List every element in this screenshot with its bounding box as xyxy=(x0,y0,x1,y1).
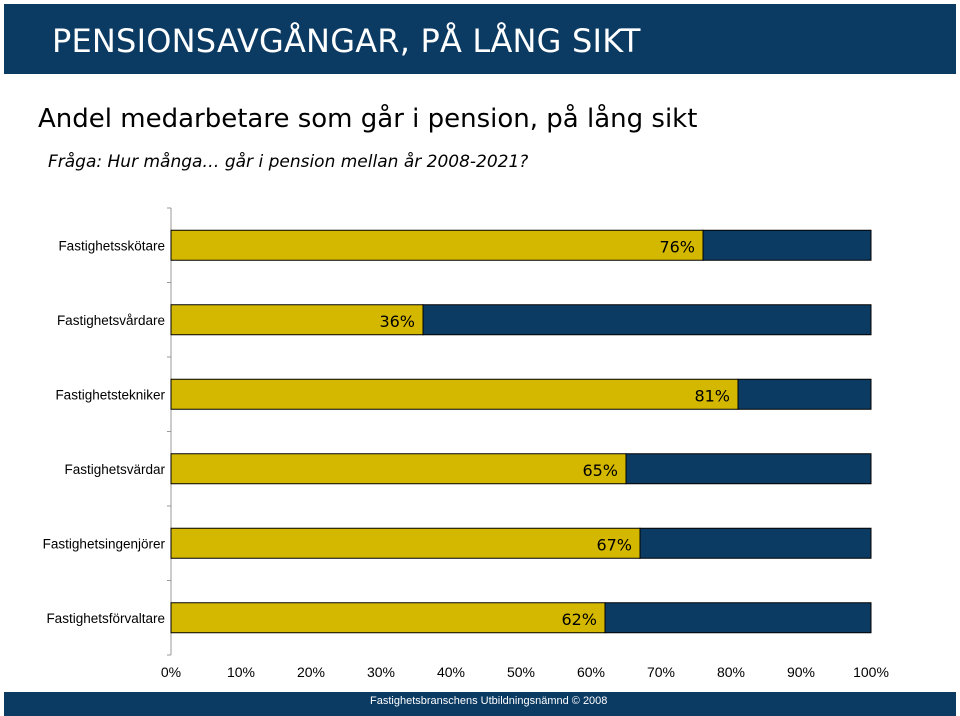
x-tick-label: 40% xyxy=(437,664,465,680)
chart-subtitle: Andel medarbetare som går i pension, på … xyxy=(38,104,698,134)
bar-value-segment xyxy=(170,527,641,559)
chart-axes xyxy=(167,207,172,656)
category-label: Fastighetsingenjörer xyxy=(43,536,166,551)
value-label: 62% xyxy=(561,610,597,629)
bar-remainder-segment xyxy=(702,229,872,261)
category-label: Fastighetsförvaltare xyxy=(46,611,165,626)
bar-remainder-segment xyxy=(604,602,872,634)
value-label: 76% xyxy=(659,237,695,256)
value-label: 36% xyxy=(379,312,415,331)
bar-value-segment xyxy=(170,378,739,410)
x-tick-label: 70% xyxy=(647,664,675,680)
header-band: PENSIONSAVGÅNGAR, PÅ LÅNG SIKT xyxy=(4,4,956,74)
value-label: 65% xyxy=(582,461,618,480)
chart-labels: Fastighetsskötare 76% Fastighetsvårdare 36%… xyxy=(43,237,889,680)
x-tick-label: 30% xyxy=(367,664,395,680)
category-label: Fastighetstekniker xyxy=(55,387,165,402)
x-tick-label: 90% xyxy=(787,664,815,680)
category-label: Fastighetsskötare xyxy=(58,238,165,253)
bar-remainder-segment xyxy=(422,304,872,336)
bar-remainder-segment xyxy=(639,527,872,559)
page-title: PENSIONSAVGÅNGAR, PÅ LÅNG SIKT xyxy=(52,22,641,60)
bar-value-segment xyxy=(170,229,704,261)
value-label: 67% xyxy=(596,535,632,554)
x-tick-label: 80% xyxy=(717,664,745,680)
footer-band: Fastighetsbranschens Utbildningsnämnd © … xyxy=(4,692,956,716)
bar-value-segment xyxy=(170,304,424,336)
category-label: Fastighetsvårdare xyxy=(57,313,165,328)
category-label: Fastighetsvärdar xyxy=(64,462,165,477)
x-tick-label: 50% xyxy=(507,664,535,680)
survey-question: Fråga: Hur många… går i pension mellan å… xyxy=(48,152,529,172)
value-label: 81% xyxy=(694,386,730,405)
x-tick-label: 100% xyxy=(853,664,889,680)
bar-remainder-segment xyxy=(737,378,872,410)
bar-remainder-segment xyxy=(625,453,872,485)
bar-value-segment xyxy=(170,602,606,634)
bar-value-segment xyxy=(170,453,627,485)
x-tick-label: 0% xyxy=(161,664,181,680)
x-tick-label: 60% xyxy=(577,664,605,680)
chart-bars xyxy=(170,229,872,634)
x-tick-label: 20% xyxy=(297,664,325,680)
bar-chart: Fastighetsskötare 76% Fastighetsvårdare 36%… xyxy=(43,207,889,680)
x-tick-label: 10% xyxy=(227,664,255,680)
footer-copyright: Fastighetsbranschens Utbildningsnämnd © … xyxy=(370,695,608,707)
